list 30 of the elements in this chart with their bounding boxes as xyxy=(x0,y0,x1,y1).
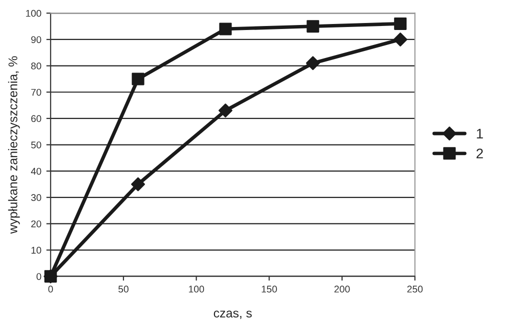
y-tick-label: 60 xyxy=(31,115,42,122)
y-tick-label: 90 xyxy=(31,36,42,44)
legend-label: 1 xyxy=(476,128,483,138)
x-tick-label: 150 xyxy=(262,286,277,293)
point xyxy=(132,72,144,86)
point xyxy=(394,17,407,30)
y-axis-title: wypłukane zanieczyszczenia, % xyxy=(8,56,20,234)
x-tick-label: 0 xyxy=(48,286,53,293)
x-tick-label: 100 xyxy=(188,286,204,293)
y-tick-label: 100 xyxy=(26,10,42,17)
y-tick-label: 80 xyxy=(31,62,42,70)
point xyxy=(393,32,408,46)
x-tick-label: 50 xyxy=(118,286,128,293)
y-tick-label: 0 xyxy=(36,273,42,280)
y-tick-label: 30 xyxy=(31,194,42,202)
x-axis-title: czas, s xyxy=(214,310,252,319)
y-tick-label: 20 xyxy=(31,220,42,228)
y-tick-label: 50 xyxy=(31,141,42,148)
y-tick-label: 40 xyxy=(30,168,42,175)
legend-label: 2 xyxy=(476,148,483,158)
point xyxy=(131,177,145,192)
point xyxy=(306,56,320,70)
y-tick-label: 70 xyxy=(31,88,42,96)
point xyxy=(219,22,232,36)
x-tick-label: 200 xyxy=(334,286,350,293)
point xyxy=(44,270,57,283)
point xyxy=(306,20,320,33)
y-tick-label: 10 xyxy=(32,246,42,254)
point xyxy=(218,104,232,118)
x-tick-label: 250 xyxy=(407,286,423,293)
